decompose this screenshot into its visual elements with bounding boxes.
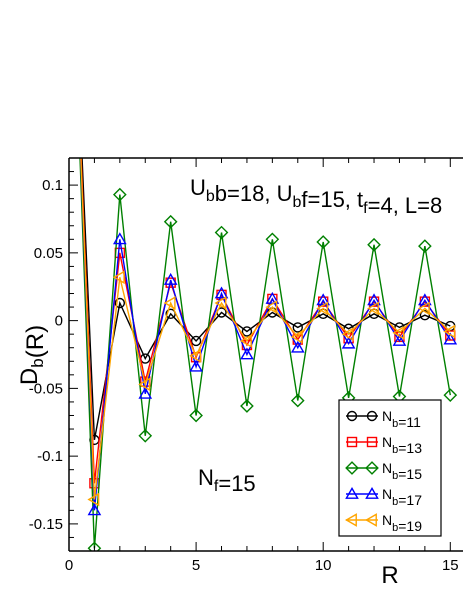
chart-title: Ubb=18, Ubf=15, tf=4, L=8 bbox=[190, 175, 442, 218]
data-point bbox=[214, 286, 229, 299]
data-point bbox=[214, 225, 229, 240]
legend-label: Nb=13 bbox=[382, 434, 422, 456]
y-tick-label: 0 bbox=[55, 313, 63, 330]
data-point bbox=[239, 334, 252, 348]
legend-marker bbox=[346, 410, 358, 422]
data-point bbox=[163, 272, 178, 285]
data-point bbox=[87, 541, 102, 551]
data-point bbox=[114, 297, 126, 309]
data-point bbox=[138, 386, 153, 399]
data-point bbox=[112, 270, 125, 285]
data-point bbox=[316, 235, 331, 249]
data-point bbox=[190, 335, 202, 347]
data-point bbox=[292, 322, 303, 333]
legend-marker bbox=[344, 513, 357, 527]
y-tick-label: -0.05 bbox=[29, 380, 63, 397]
data-point bbox=[87, 503, 102, 516]
legend-entry: Nb=11 bbox=[346, 408, 421, 430]
legend-label: Nb=11 bbox=[382, 408, 421, 430]
data-point bbox=[87, 492, 100, 507]
data-point bbox=[418, 239, 432, 253]
data-point bbox=[163, 214, 178, 229]
data-point bbox=[113, 232, 127, 245]
legend-marker bbox=[346, 436, 358, 448]
legend-marker bbox=[365, 486, 379, 499]
legend-label: Nb=19 bbox=[382, 512, 422, 534]
legend-marker bbox=[345, 486, 359, 499]
data-point bbox=[241, 326, 253, 337]
data-point bbox=[163, 296, 176, 310]
legend-marker bbox=[366, 410, 378, 422]
y-tick-label: -0.15 bbox=[29, 516, 63, 533]
x-axis-label: R bbox=[381, 562, 398, 589]
data-point bbox=[392, 325, 405, 340]
data-point bbox=[417, 301, 430, 316]
series-line bbox=[80, 158, 451, 500]
legend-label: Nb=17 bbox=[382, 486, 422, 508]
data-point bbox=[265, 232, 280, 247]
data-point bbox=[189, 359, 203, 372]
data-point bbox=[443, 388, 458, 402]
legend-marker bbox=[366, 436, 378, 448]
data-point bbox=[138, 377, 151, 392]
data-point bbox=[419, 310, 431, 321]
x-tick-label: 0 bbox=[65, 557, 73, 574]
data-point bbox=[112, 187, 127, 202]
legend-entry: Nb=19 bbox=[344, 512, 422, 534]
legend-label: Nb=15 bbox=[382, 460, 422, 482]
legend-entry: Nb=17 bbox=[345, 486, 422, 508]
series-line bbox=[81, 158, 451, 441]
axes-layer: 0 5 10 15 0.1 0.05 0 -0.05 -0.1 -0.15 bbox=[29, 157, 463, 574]
data-point bbox=[265, 300, 278, 314]
x-tick-label: 5 bbox=[192, 557, 200, 574]
legend-entry: Nb=13 bbox=[346, 434, 422, 456]
y-tick-label: -0.1 bbox=[37, 448, 63, 465]
data-point bbox=[290, 393, 305, 408]
data-point bbox=[240, 347, 254, 360]
data-point bbox=[367, 237, 381, 252]
data-point bbox=[443, 332, 458, 345]
legend-entry: Nb=15 bbox=[345, 460, 422, 482]
data-point bbox=[240, 399, 254, 413]
data-point bbox=[392, 333, 407, 346]
x-tick-label: 15 bbox=[442, 557, 459, 574]
y-tick-label: 0.05 bbox=[34, 245, 63, 262]
data-point bbox=[341, 327, 354, 342]
data-point bbox=[189, 349, 202, 363]
x-tick-label: 10 bbox=[315, 557, 332, 574]
data-point bbox=[189, 408, 203, 423]
data-point bbox=[341, 336, 356, 349]
y-tick-label: 0.1 bbox=[42, 177, 63, 194]
legend-marker bbox=[345, 461, 359, 475]
y-axis-label: Db(R) bbox=[16, 325, 49, 385]
legend-marker bbox=[364, 513, 377, 527]
data-point bbox=[214, 296, 227, 310]
data-point bbox=[443, 324, 456, 339]
legend-marker bbox=[365, 461, 379, 475]
text-layer: R Db(R) Ubb=18, Ubf=15, tf=4, L=8 Nf=15 bbox=[16, 175, 442, 589]
data-point bbox=[290, 340, 305, 353]
data-point bbox=[138, 428, 153, 443]
series-layer bbox=[79, 158, 458, 551]
data-point bbox=[316, 301, 329, 316]
data-point bbox=[366, 301, 379, 316]
chart-annotation: Nf=15 bbox=[198, 465, 256, 496]
series-N_b=19 bbox=[80, 158, 456, 507]
legend: Nb=11 Nb=13 Nb=15 Nb=17 Nb=19 bbox=[338, 399, 442, 537]
data-point bbox=[290, 330, 303, 344]
